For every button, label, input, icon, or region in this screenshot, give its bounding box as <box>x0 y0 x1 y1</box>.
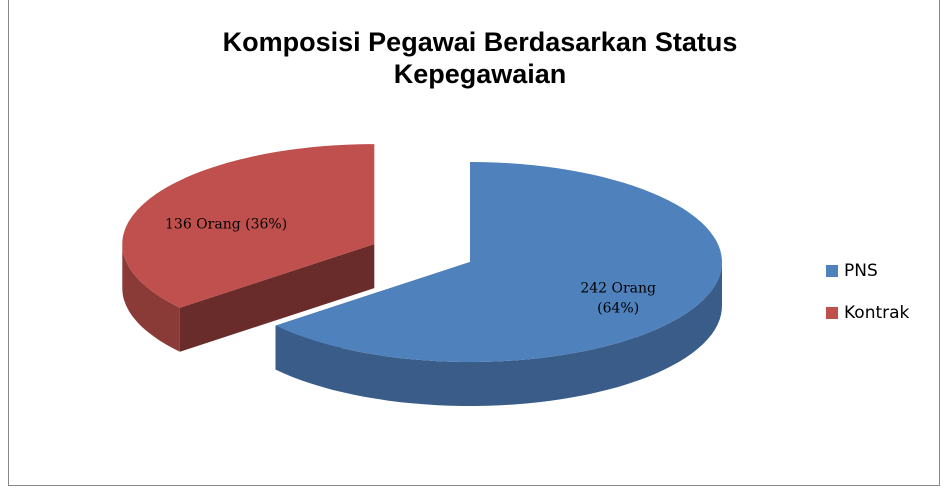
data-label-line: 136 Orang (36%) <box>165 216 287 232</box>
chart-frame <box>8 0 940 486</box>
slice-wall <box>275 260 722 406</box>
slice <box>275 162 722 406</box>
legend-label: PNS <box>844 261 878 281</box>
slice-wall <box>122 242 180 352</box>
data-label-line: 242 Orang <box>580 281 656 297</box>
slice <box>122 144 375 352</box>
chart-title: Komposisi Pegawai Berdasarkan Status Kep… <box>222 27 738 89</box>
data-label-line: (64%) <box>597 301 639 317</box>
slice-side <box>179 244 375 352</box>
legend-swatch <box>826 307 838 319</box>
data-label: 136 Orang (36%) <box>165 216 287 232</box>
legend-label: Kontrak <box>844 303 910 323</box>
slice-top <box>122 144 375 308</box>
data-label: 242 Orang (64%) <box>580 281 656 317</box>
legend-swatch <box>826 265 838 277</box>
slice-top <box>275 162 722 362</box>
